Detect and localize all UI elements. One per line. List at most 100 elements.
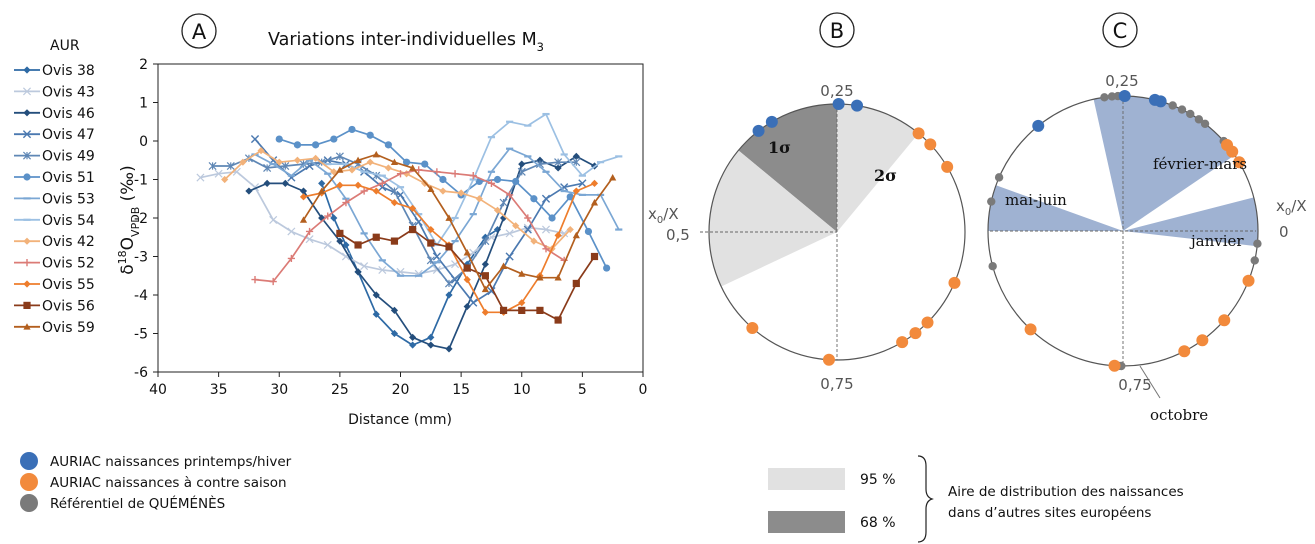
point-orange	[1196, 334, 1209, 347]
panel-b-badge	[819, 12, 855, 48]
point-grey	[987, 197, 996, 206]
x-tick-label: 0	[639, 382, 648, 398]
series-marker	[512, 222, 520, 230]
y-tick-label: -5	[134, 327, 148, 343]
series-marker	[572, 152, 580, 160]
series-marker	[512, 177, 520, 186]
series-marker	[463, 249, 471, 256]
series-marker	[360, 262, 369, 271]
series-marker	[402, 158, 411, 166]
series-marker	[517, 167, 526, 176]
month-sector	[1123, 197, 1258, 247]
series-marker	[336, 166, 344, 173]
series-marker	[354, 156, 362, 164]
point-blue	[832, 98, 845, 111]
series-marker	[239, 158, 247, 166]
series-marker	[23, 237, 31, 245]
series-marker	[518, 306, 526, 314]
point-grey	[1186, 109, 1195, 119]
point-grey	[994, 173, 1004, 182]
legend-entry: Ovis 42	[14, 234, 95, 250]
series-marker	[348, 125, 356, 134]
legend-95-swatch	[768, 468, 845, 490]
legend-label: Ovis 59	[42, 320, 95, 336]
point-grey	[1194, 115, 1204, 124]
series-marker	[23, 280, 31, 288]
series-marker	[499, 262, 508, 270]
series-marker	[481, 237, 490, 246]
legend-entry: Ovis 46	[14, 106, 95, 122]
y-tick-label: -1	[134, 173, 148, 189]
legend-label: Ovis 54	[42, 213, 95, 229]
series-marker	[245, 187, 253, 195]
series-marker	[499, 306, 508, 314]
panel-c-sectors	[988, 96, 1258, 247]
x-tick-label: 30	[270, 382, 288, 398]
series-marker	[541, 194, 551, 203]
legend-orange-label: AURIAC naissances à contre saison	[50, 475, 287, 491]
series-marker	[572, 231, 580, 239]
series-marker	[263, 163, 272, 172]
series-marker	[360, 187, 368, 195]
series-marker	[506, 191, 514, 199]
series-marker	[22, 87, 32, 96]
y-tick-label: 0	[139, 134, 148, 150]
series-marker	[542, 245, 550, 253]
point-legend: AURIAC naissances printemps/hiver AURIAC…	[20, 452, 292, 512]
point-orange	[1024, 323, 1037, 336]
series-ovis-46	[245, 152, 599, 353]
series-marker	[384, 164, 392, 172]
series-marker	[305, 227, 314, 236]
x-tick-label: 20	[392, 382, 410, 398]
legend-header: AUR	[50, 38, 80, 54]
series-marker	[572, 279, 580, 288]
series-marker	[378, 265, 387, 274]
series-marker	[603, 264, 611, 272]
legend-68-swatch	[768, 511, 845, 533]
series-marker	[609, 173, 617, 181]
series-marker	[257, 147, 265, 155]
series-marker	[426, 256, 435, 265]
series-marker	[590, 179, 599, 187]
legend-label: Ovis 46	[42, 106, 95, 122]
point-orange	[948, 276, 961, 289]
panel-a-series	[196, 112, 623, 353]
series-marker	[330, 135, 338, 143]
x-tick-label: 40	[149, 382, 167, 398]
series-marker	[427, 225, 435, 234]
legend-label: Ovis 53	[42, 191, 95, 207]
y-tick-label: -6	[134, 365, 148, 381]
series-marker	[281, 162, 290, 171]
series-marker	[445, 345, 453, 353]
series-marker	[372, 233, 380, 241]
x-tick-label: 35	[210, 382, 228, 398]
panel-c-bottom-label: 0,75	[1118, 376, 1151, 394]
series-marker	[451, 170, 459, 178]
series-marker	[312, 141, 320, 149]
series-marker	[578, 179, 587, 188]
series-marker	[505, 252, 514, 261]
x-tick-label: 15	[452, 382, 470, 398]
legend-area-line2: dans d’autres sites européens	[948, 505, 1151, 521]
series-ovis-51	[275, 125, 611, 272]
series-marker	[354, 268, 362, 276]
series-marker	[23, 66, 31, 74]
series-ovis-56	[336, 225, 599, 324]
series-marker	[469, 298, 478, 307]
series-line	[279, 128, 608, 269]
series-marker	[445, 291, 453, 299]
series-marker	[372, 310, 380, 318]
month-sector	[1093, 96, 1235, 231]
point-orange	[1108, 359, 1121, 372]
series-marker	[481, 308, 489, 316]
series-marker	[433, 168, 441, 176]
series-marker	[523, 225, 532, 234]
legend-label: Ovis 49	[42, 149, 95, 165]
series-marker	[518, 160, 526, 168]
series-ovis-55	[299, 179, 599, 316]
point-blue	[752, 124, 765, 137]
legend-label: Ovis 38	[42, 63, 95, 79]
legend-entry: Ovis 56	[14, 298, 95, 314]
point-grey	[1200, 119, 1210, 129]
